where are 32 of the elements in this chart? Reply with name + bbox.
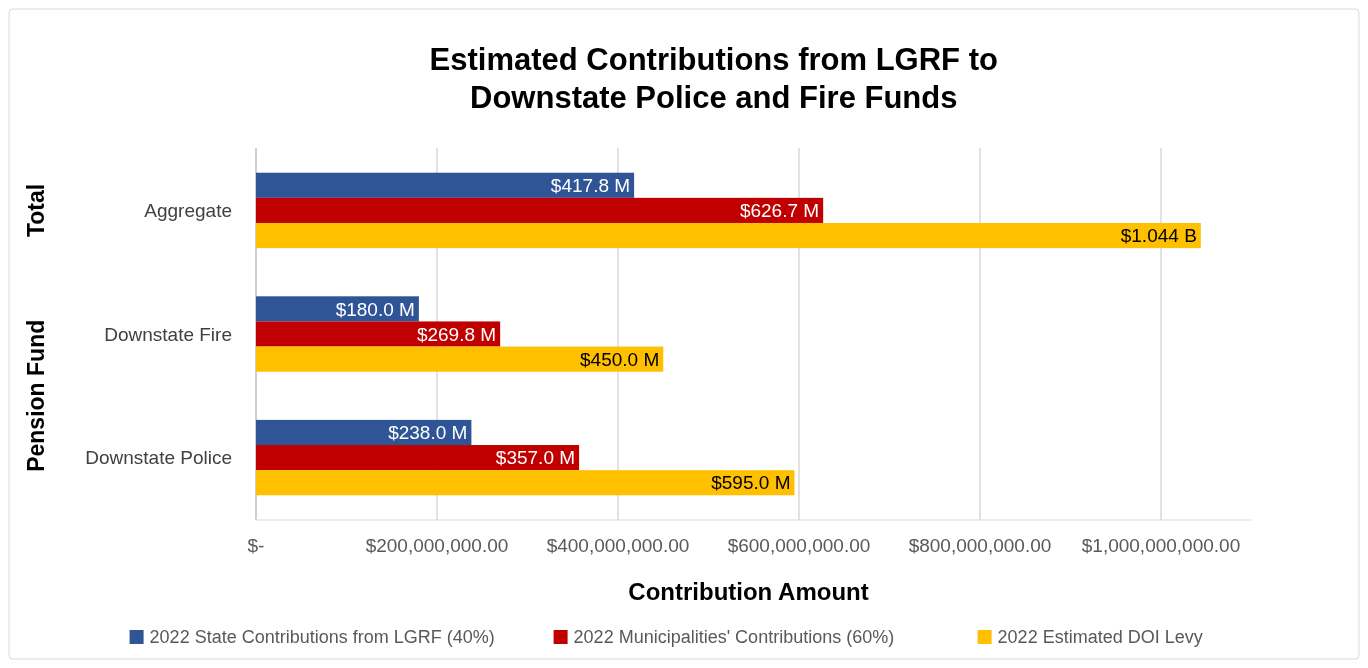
y-tick-label: Downstate Police (85, 447, 232, 469)
data-label: $1.044 B (1120, 225, 1197, 247)
legend-label: 2022 State Contributions from LGRF (40%) (149, 627, 495, 648)
y-tick-label: Downstate Fire (104, 323, 232, 345)
x-tick-label: $600,000,000.00 (727, 535, 871, 556)
data-label: $180.0 M (335, 298, 415, 320)
y-tick-label: Aggregate (144, 200, 232, 222)
x-tick-label: $- (247, 535, 265, 556)
bar (256, 172, 635, 198)
legend-label: 2022 Estimated DOI Levy (997, 627, 1203, 648)
data-label: $417.8 M (550, 174, 631, 196)
data-label: $357.0 M (495, 447, 576, 469)
bar (256, 197, 824, 223)
chart-title: Estimated Contributions from LGRF to Downstate Police and Fire Funds (429, 42, 998, 115)
data-label: $238.0 M (388, 422, 468, 444)
text: Total (23, 183, 49, 238)
data-label: $269.8 M (416, 323, 497, 345)
data-label: $450.0 M (580, 348, 660, 370)
bar (256, 346, 664, 372)
bar (256, 445, 580, 471)
x-tick-label: $400,000,000.00 (546, 535, 690, 556)
legend-label: 2022 Municipalities' Contributions (60%) (573, 627, 895, 648)
bar (256, 470, 795, 496)
x-tick-label: $200,000,000.00 (365, 535, 509, 556)
x-tick-label: $800,000,000.00 (908, 535, 1052, 556)
bar (256, 321, 501, 347)
bar (256, 222, 1201, 249)
x-tick-label: $1,000,000,000.00 (1081, 535, 1241, 556)
data-label: $626.7 M (739, 200, 820, 222)
x-axis-title: Contribution Amount (628, 578, 869, 605)
data-label: $595.0 M (711, 472, 791, 494)
text: Pension Fund (23, 319, 49, 472)
